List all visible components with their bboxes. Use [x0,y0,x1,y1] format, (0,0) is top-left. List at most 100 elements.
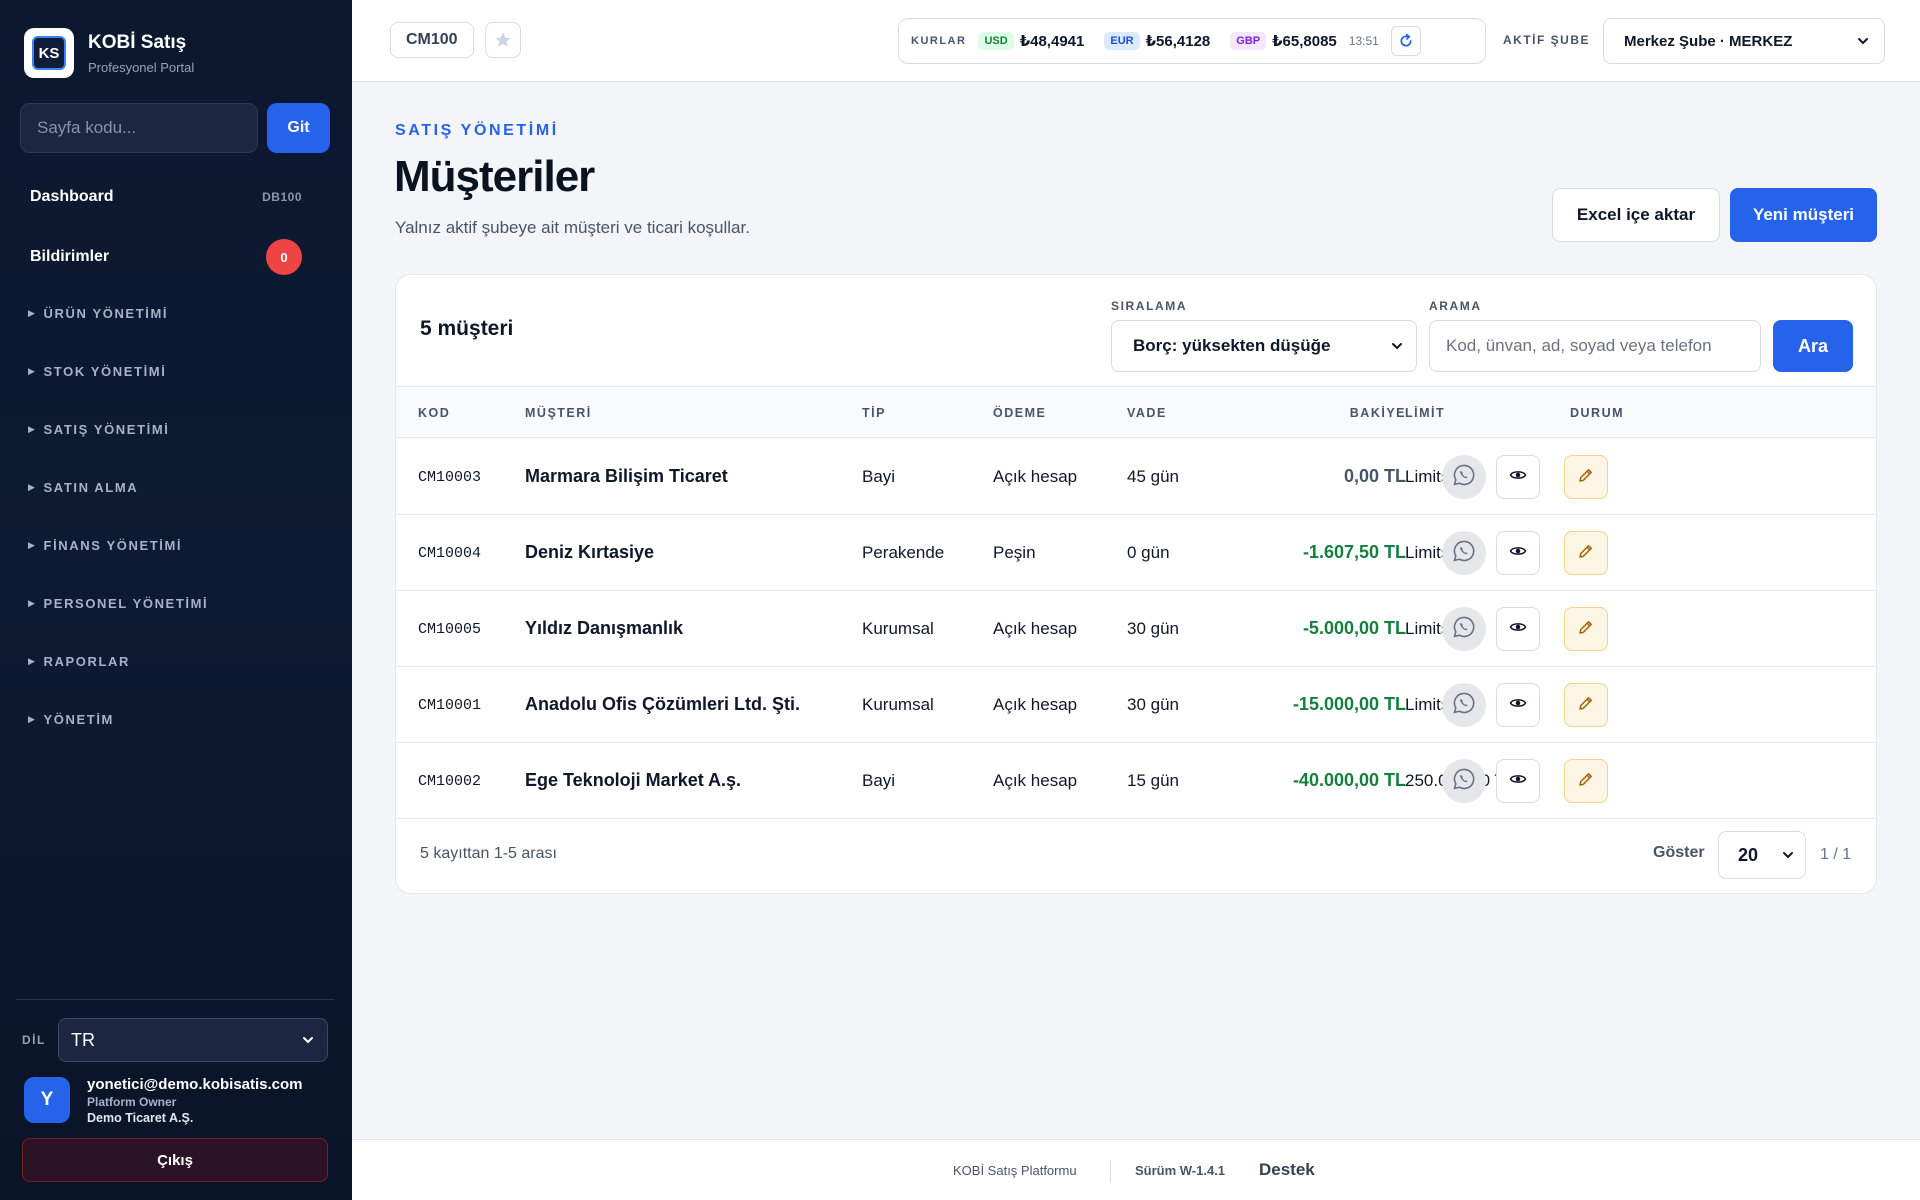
whatsapp-button[interactable] [1442,759,1486,803]
edit-button[interactable] [1564,455,1608,499]
brand-title: KOBİ Satış [88,31,187,53]
whatsapp-button[interactable] [1442,607,1486,651]
payment-method: Açık hesap [993,619,1078,638]
favorite-button[interactable] [485,22,521,58]
eye-icon [1509,466,1527,489]
caret-right-icon: ▶ [28,424,37,434]
whatsapp-icon [1451,462,1477,493]
sidebar-divider [16,999,334,1000]
table-row[interactable]: CM10004 Deniz Kırtasiye Perakende Peşin 0 gü… [396,515,1876,591]
user-info: yonetici@demo.kobisatis.com Platform Own… [87,1076,303,1125]
table-row[interactable]: CM10003 Marmara Bilişim Ticaret Bayi Açık h… [396,439,1876,515]
whatsapp-button[interactable] [1442,455,1486,499]
exchange-rates: KURLAR USD ₺48,4941 EUR ₺56,4128 GBP ₺65… [898,18,1486,64]
view-button[interactable] [1496,759,1540,803]
sort-select[interactable]: Borç: yüksekten düşüğe [1111,320,1417,372]
branch-select[interactable]: Merkez Şube · MERKEZ [1603,18,1885,64]
whatsapp-icon [1451,614,1477,645]
customer-name[interactable]: Ege Teknoloji Market A.ş. [525,770,742,790]
sidebar-group-raporlar[interactable]: ▶ RAPORLAR [28,654,130,669]
sidebar-group-satin-alma[interactable]: ▶ SATIN ALMA [28,480,138,495]
edit-button[interactable] [1564,531,1608,575]
table-row[interactable]: CM10001 Anadolu Ofis Çözümleri Ltd. Şti. K… [396,667,1876,743]
refresh-rates-button[interactable] [1390,26,1421,56]
column-header-tip[interactable]: TİP [862,406,886,420]
customer-name[interactable]: Deniz Kırtasiye [525,542,655,562]
sidebar-item-label: Dashboard [30,188,114,205]
edit-button[interactable] [1564,607,1608,651]
eye-icon [1509,542,1527,565]
column-header-odeme[interactable]: ÖDEME [993,406,1047,420]
view-button[interactable] [1496,531,1540,575]
branch-label: AKTİF ŞUBE [1503,33,1590,47]
payment-method: Peşin [993,543,1036,562]
brand[interactable]: KS KOBİ Satış Profesyonel Portal [24,28,194,78]
logo: KS [24,28,74,78]
page-size-select[interactable]: 20 [1718,831,1806,879]
search-input[interactable] [1429,320,1761,372]
caret-right-icon: ▶ [28,714,37,724]
caret-right-icon: ▶ [28,308,37,318]
page-code-chip: CM100 [390,22,474,58]
column-header-bakiye[interactable]: BAKİYE [1349,406,1406,420]
sidebar-group-label: YÖNETİM [43,712,114,727]
sort-label: SIRALAMA [1111,299,1188,313]
sidebar-group-personel-yonetimi[interactable]: ▶ PERSONEL YÖNETİMİ [28,596,208,611]
chevron-down-icon [303,1037,313,1044]
pencil-icon [1577,618,1595,641]
page-size-value: 20 [1738,844,1759,865]
sidebar-group-stok-yonetimi[interactable]: ▶ STOK YÖNETİMİ [28,364,166,379]
column-header-kod[interactable]: KOD [418,406,451,420]
whatsapp-icon [1451,766,1477,797]
customer-type: Kurumsal [862,619,934,638]
logout-button[interactable]: Çıkış [22,1138,328,1182]
search-button[interactable]: Ara [1773,320,1853,372]
sidebar-group-urun-yonetimi[interactable]: ▶ ÜRÜN YÖNETİMİ [28,306,168,321]
caret-right-icon: ▶ [28,366,37,376]
table-row[interactable]: CM10002 Ege Teknoloji Market A.ş. Bayi Açık… [396,743,1876,819]
view-button[interactable] [1496,455,1540,499]
excel-import-button[interactable]: Excel içe aktar [1552,188,1720,242]
sidebar-group-finans-yonetimi[interactable]: ▶ FİNANS YÖNETİMİ [28,538,182,553]
records-summary: 5 kayıttan 1-5 arası [420,845,557,862]
new-customer-button[interactable]: Yeni müşteri [1730,188,1877,242]
sidebar-group-yonetim[interactable]: ▶ YÖNETİM [28,712,114,727]
support-link[interactable]: Destek [1259,1160,1315,1179]
sidebar-item-dashboard[interactable]: Dashboard DB100 [30,188,302,206]
footer-divider [1110,1160,1111,1182]
sort-value: Borç: yüksekten düşüğe [1133,336,1331,355]
balance: 0,00 TL [1343,466,1406,486]
page-code-input[interactable] [20,103,258,153]
language-select[interactable]: TR [58,1018,328,1062]
go-button[interactable]: Git [267,103,330,153]
customer-name[interactable]: Anadolu Ofis Çözümleri Ltd. Şti. [525,694,801,714]
customer-name[interactable]: Marmara Bilişim Ticaret [525,466,728,486]
balance: -40.000,00 TL [1292,770,1406,790]
brand-subtitle: Profesyonel Portal [88,59,195,75]
customer-code: CM10001 [418,697,482,714]
column-header-durum[interactable]: DURUM [1570,406,1625,420]
section-eyebrow: SATIŞ YÖNETİMİ [395,122,559,139]
pencil-icon [1577,466,1595,489]
view-button[interactable] [1496,683,1540,727]
page-description: Yalnız aktif şubeye ait müşteri ve ticar… [395,218,750,237]
eye-icon [1509,694,1527,717]
view-button[interactable] [1496,607,1540,651]
edit-button[interactable] [1564,759,1608,803]
whatsapp-button[interactable] [1442,683,1486,727]
whatsapp-button[interactable] [1442,531,1486,575]
column-header-musteri[interactable]: MÜŞTERİ [525,406,592,420]
column-header-vade[interactable]: VADE [1127,406,1167,420]
user-role: Platform Owner [87,1095,177,1109]
pencil-icon [1577,770,1595,793]
sidebar-group-label: PERSONEL YÖNETİMİ [43,596,209,611]
sidebar-item-notifications[interactable]: Bildirimler 0 [30,239,302,275]
edit-button[interactable] [1564,683,1608,727]
table-row[interactable]: CM10005 Yıldız Danışmanlık Kurumsal Açık he… [396,591,1876,667]
sidebar-group-satis-yonetimi[interactable]: ▶ SATIŞ YÖNETİMİ [28,422,169,437]
sidebar-item-code: DB100 [262,190,302,204]
pencil-icon [1577,694,1595,717]
column-header-limit[interactable]: LİMİT [1405,406,1446,420]
customer-name[interactable]: Yıldız Danışmanlık [525,618,684,638]
customers-card: 5 müşteri SIRALAMA Borç: yüksekten düşüğ… [395,274,1877,894]
